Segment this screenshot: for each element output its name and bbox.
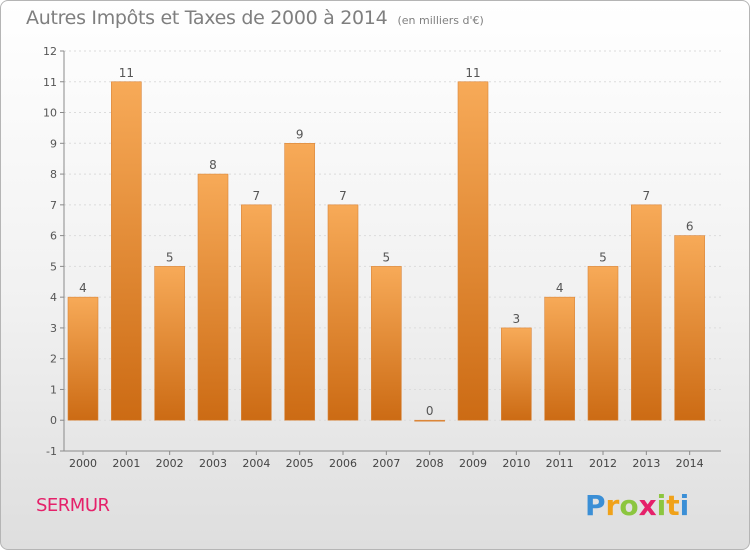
y-tick-label: 1 xyxy=(50,383,57,396)
data-label-2001: 11 xyxy=(119,66,134,80)
logo-letter: o xyxy=(619,489,639,522)
y-tick-label: 3 xyxy=(50,322,57,335)
data-label-2007: 5 xyxy=(383,250,391,264)
y-tick-label: -1 xyxy=(46,445,57,458)
commune-name: SERMUR xyxy=(36,495,110,516)
bar-2014 xyxy=(674,235,705,421)
logo-letter: P xyxy=(585,489,606,522)
y-tick-label: 12 xyxy=(43,45,57,58)
proxiti-logo: Proxiti xyxy=(585,489,689,522)
x-tick-label: 2003 xyxy=(199,457,227,470)
y-tick-label: 10 xyxy=(43,107,57,120)
x-tick-label: 2011 xyxy=(546,457,574,470)
logo-letter: r xyxy=(605,489,620,522)
x-tick-label: 2008 xyxy=(416,457,444,470)
y-tick-label: 2 xyxy=(50,353,57,366)
y-tick-label: 7 xyxy=(50,199,57,212)
logo-letter: i xyxy=(656,489,667,522)
y-tick-label: 8 xyxy=(50,168,57,181)
data-label-2000: 4 xyxy=(79,281,87,295)
y-tick-label: 9 xyxy=(50,137,57,150)
x-tick-label: 2004 xyxy=(242,457,270,470)
data-label-2014: 6 xyxy=(686,220,694,234)
y-tick-label: 5 xyxy=(50,260,57,273)
bar-2003 xyxy=(197,173,229,421)
y-tick-label: 0 xyxy=(50,414,57,427)
x-tick-label: 2005 xyxy=(286,457,314,470)
x-tick-label: 2012 xyxy=(589,457,617,470)
data-label-2005: 9 xyxy=(296,127,304,141)
bar-2001 xyxy=(111,81,142,421)
bar-2013 xyxy=(631,204,662,421)
x-tick-label: 2010 xyxy=(502,457,530,470)
x-tick-label: 2006 xyxy=(329,457,357,470)
data-label-2009: 11 xyxy=(465,66,480,80)
bar-2008 xyxy=(414,419,445,422)
bar-2005 xyxy=(284,143,315,421)
logo-letter: i xyxy=(679,489,690,522)
x-tick-label: 2000 xyxy=(69,457,97,470)
data-label-2011: 4 xyxy=(556,281,564,295)
bar-2012 xyxy=(587,266,619,421)
bar-2000 xyxy=(67,296,99,421)
bar-2007 xyxy=(371,266,402,421)
data-label-2002: 5 xyxy=(166,250,174,264)
data-label-2010: 3 xyxy=(513,312,521,326)
logo-letter: x xyxy=(638,489,657,522)
logo-letter: t xyxy=(666,489,680,522)
x-tick-label: 2007 xyxy=(372,457,400,470)
x-tick-label: 2002 xyxy=(156,457,184,470)
bar-2004 xyxy=(241,204,272,421)
bar-2011 xyxy=(544,296,575,421)
bar-2010 xyxy=(501,327,532,421)
data-label-2008: 0 xyxy=(426,404,434,418)
data-label-2013: 7 xyxy=(643,189,651,203)
chart-title-main: Autres Impôts et Taxes de 2000 à 2014 xyxy=(26,7,388,29)
chart-title: Autres Impôts et Taxes de 2000 à 2014 (e… xyxy=(26,7,484,29)
x-tick-label: 2009 xyxy=(459,457,487,470)
data-label-2006: 7 xyxy=(339,189,347,203)
chart-title-unit: (en milliers d'€) xyxy=(397,14,484,27)
bar-2006 xyxy=(327,204,359,421)
x-tick-label: 2013 xyxy=(632,457,660,470)
y-tick-label: 6 xyxy=(50,230,57,243)
bar-2009 xyxy=(457,81,489,421)
x-tick-label: 2014 xyxy=(676,457,704,470)
data-label-2004: 7 xyxy=(253,189,261,203)
y-tick-label: 4 xyxy=(50,291,57,304)
data-label-2012: 5 xyxy=(599,250,607,264)
data-label-2003: 8 xyxy=(209,158,217,172)
x-tick-label: 2001 xyxy=(112,457,140,470)
bar-2002 xyxy=(154,266,185,421)
y-tick-label: 11 xyxy=(43,76,57,89)
